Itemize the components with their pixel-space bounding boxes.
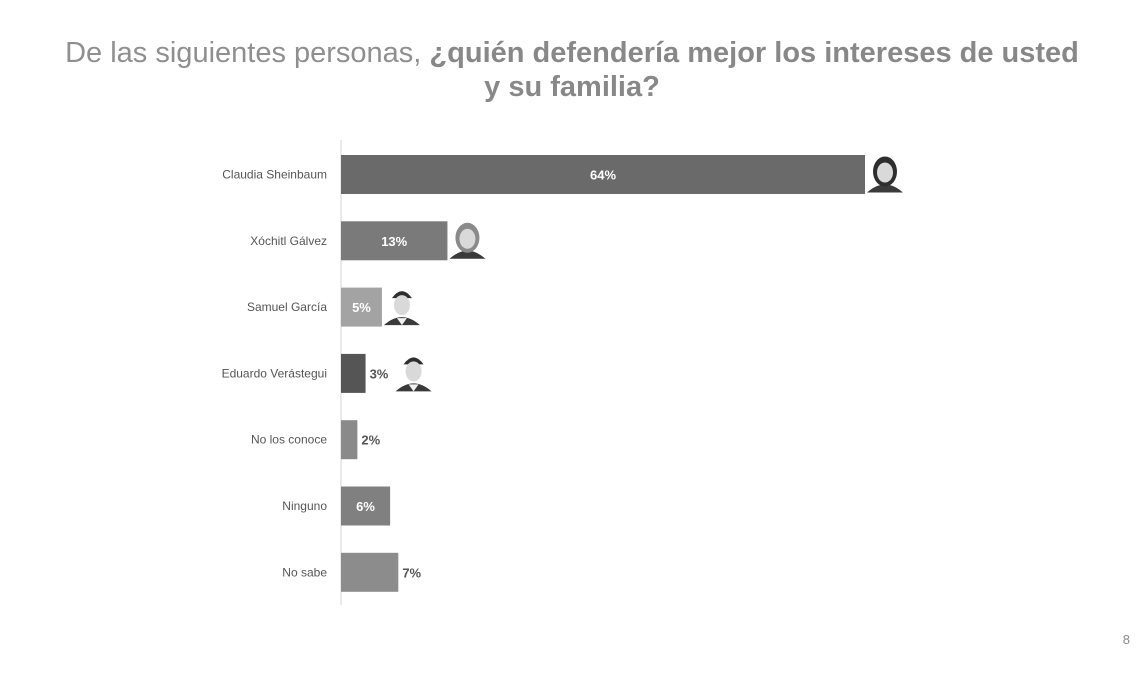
bar-eduardo-verastegui (341, 353, 366, 393)
value-label-ninguno: 6% (356, 499, 375, 514)
value-label-xochitl-galvez: 13% (381, 234, 407, 249)
category-label-ninguno: Ninguno (282, 499, 327, 513)
bar-no-sabe (341, 552, 399, 592)
bar-claudia-sheinbaum (341, 155, 865, 194)
bar-no-los-conoce (341, 420, 358, 460)
chart-title: De las siguientes personas, ¿quién defen… (60, 36, 1084, 104)
chart-title-bold: ¿quién defendería mejor los intereses de… (429, 37, 1079, 103)
chart-title-regular: De las siguientes personas, (65, 37, 430, 69)
category-label-no-sabe: No sabe (282, 565, 327, 579)
eduardo-verastegui-portrait (395, 357, 432, 392)
category-label-no-los-conoce: No los conoce (251, 433, 327, 447)
bar-ninguno (341, 486, 391, 526)
claudia-sheinbaum-portrait (867, 156, 903, 193)
bar-xochitl-galvez (341, 221, 448, 261)
value-label-claudia-sheinbaum: 64% (590, 168, 616, 183)
page-number: 8 (1122, 632, 1130, 647)
category-label-xochitl-galvez: Xóchitl Gálvez (250, 234, 327, 248)
value-label-samuel-garcia: 5% (352, 300, 371, 315)
value-label-eduardo-verastegui: 3% (370, 366, 389, 381)
xochitl-galvez-portrait (449, 222, 486, 259)
category-label-samuel-garcia: Samuel García (247, 300, 327, 314)
bar-samuel-garcia (341, 287, 382, 327)
category-label-claudia-sheinbaum: Claudia Sheinbaum (222, 168, 327, 182)
category-label-eduardo-verastegui: Eduardo Verástegui (222, 366, 327, 380)
value-label-no-los-conoce: 2% (361, 433, 380, 448)
value-label-no-sabe: 7% (402, 565, 421, 580)
samuel-garcia-portrait (383, 291, 420, 326)
